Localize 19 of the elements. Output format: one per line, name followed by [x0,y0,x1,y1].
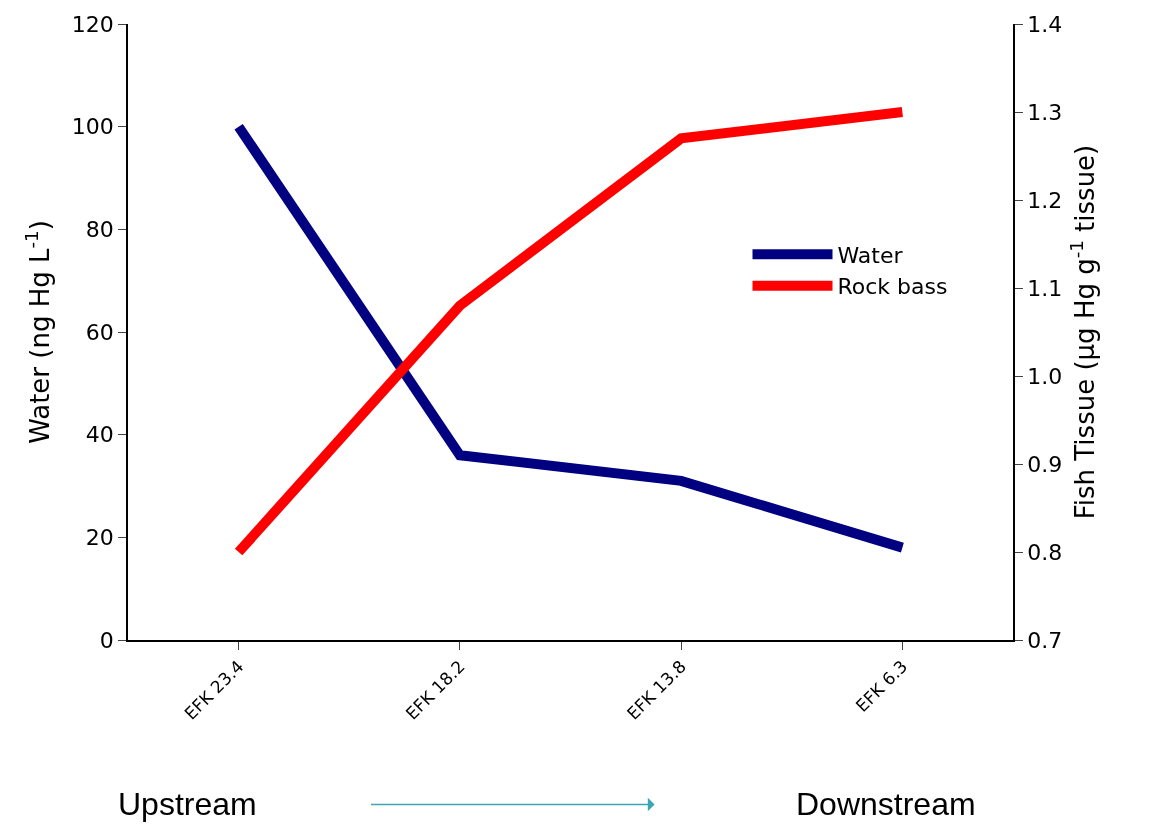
y-tick-label: 40 [85,422,114,448]
y2-tick-label: 1.4 [1027,11,1063,37]
y2-tick-label: 1.0 [1027,363,1063,389]
y-tick-label: 0 [99,627,114,653]
y2-tick-label: 0.9 [1027,451,1063,477]
y2-tick-label: 1.2 [1027,187,1063,213]
text: Downstream [796,786,976,822]
text: Upstream [118,786,257,822]
y2-tick-label: 0.8 [1027,539,1063,565]
y2-tick-label: 1.3 [1027,99,1063,125]
y-tick-label: 80 [85,217,114,243]
y-tick-label: 120 [71,11,114,37]
y-tick-label: 100 [71,114,114,140]
y-tick-label: 60 [85,319,114,345]
y2-tick-label: 1.1 [1027,275,1063,301]
legend-label: Rock bass [837,274,948,300]
y-tick-label: 20 [85,525,114,551]
legend-label: Water [837,242,904,268]
y2-tick-label: 0.7 [1027,627,1063,653]
